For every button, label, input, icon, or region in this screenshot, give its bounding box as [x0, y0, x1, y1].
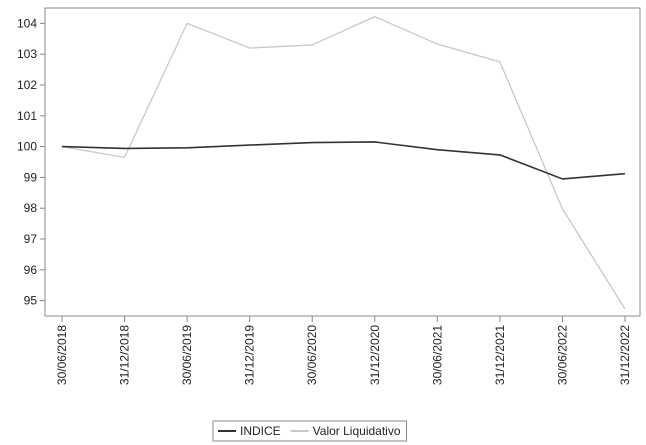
- x-tick-label: 31/12/2020: [368, 325, 382, 385]
- x-axis: 30/06/2018 31/12/2018 30/06/2019 31/12/2019…: [55, 316, 632, 385]
- y-tick-label: 96: [24, 263, 38, 277]
- y-tick-label: 103: [17, 47, 37, 61]
- legend-label: INDICE: [240, 424, 281, 438]
- y-tick-label: 100: [17, 140, 37, 154]
- x-tick-label: 31/12/2018: [118, 325, 132, 385]
- y-tick-label: 102: [17, 78, 37, 92]
- plot-frame: [44, 7, 641, 317]
- x-tick-label: 30/06/2020: [305, 325, 319, 385]
- x-tick-label: 30/06/2018: [55, 325, 69, 385]
- x-tick-label: 31/12/2022: [618, 325, 632, 385]
- x-tick-label: 30/06/2022: [555, 325, 569, 385]
- series-layer: [61, 15, 626, 310]
- x-tick-label: 31/12/2019: [243, 325, 257, 385]
- y-tick-label: 95: [24, 294, 38, 308]
- legend-box: [212, 420, 408, 442]
- x-tick-label: 31/12/2021: [493, 325, 507, 385]
- y-tick-label: 99: [24, 170, 38, 184]
- series-line-indice: [61, 141, 626, 180]
- y-tick-label: 97: [24, 232, 38, 246]
- y-tick-label: 101: [17, 109, 37, 123]
- x-tick-label: 30/06/2019: [180, 325, 194, 385]
- legend: INDICE Valor Liquidativo: [212, 420, 408, 442]
- y-tick-label: 98: [24, 201, 38, 215]
- x-tick-label: 30/06/2021: [430, 325, 444, 385]
- series-line-valor-liquidativo: [61, 15, 626, 310]
- y-tick-label: 104: [17, 16, 37, 30]
- legend-label: Valor Liquidativo: [313, 424, 401, 438]
- y-axis: 95 96 97 98 99 100 101 102 103 104: [17, 16, 45, 308]
